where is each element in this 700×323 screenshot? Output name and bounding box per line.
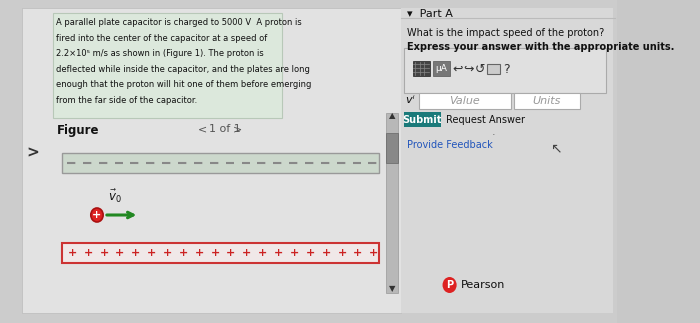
Text: +: +	[354, 248, 363, 258]
Text: ↺: ↺	[475, 62, 486, 76]
Text: +: +	[242, 248, 251, 258]
Text: +: +	[178, 248, 188, 258]
Text: +: +	[83, 248, 93, 258]
Text: $\vec{v}_0$: $\vec{v}_0$	[108, 188, 122, 205]
Text: +: +	[337, 248, 346, 258]
Bar	[514, 93, 580, 109]
Bar	[386, 133, 398, 163]
Bar	[404, 112, 441, 127]
Text: Figure: Figure	[57, 124, 100, 137]
Bar	[404, 48, 606, 93]
Text: +: +	[116, 248, 125, 258]
Text: Units: Units	[533, 96, 561, 106]
Text: +: +	[226, 248, 236, 258]
Text: +: +	[99, 248, 108, 258]
Text: +: +	[131, 248, 141, 258]
Text: Submit: Submit	[402, 114, 442, 124]
Text: 1 of 1: 1 of 1	[209, 124, 241, 134]
Text: +: +	[68, 248, 77, 258]
Text: ↩: ↩	[452, 62, 463, 76]
Text: ↖: ↖	[550, 141, 561, 155]
Text: +: +	[369, 248, 379, 258]
Text: 2.2×10⁵ m/s as shown in (Figure 1). The proton is: 2.2×10⁵ m/s as shown in (Figure 1). The …	[57, 49, 264, 58]
Text: +: +	[290, 248, 299, 258]
Text: >: >	[232, 124, 242, 134]
Text: P: P	[446, 280, 453, 290]
Text: from the far side of the capacitor.: from the far side of the capacitor.	[57, 96, 197, 105]
Text: A parallel plate capacitor is charged to 5000 V  A proton is: A parallel plate capacitor is charged to…	[57, 18, 302, 27]
Bar	[22, 8, 401, 313]
Text: What is the impact speed of the proton?: What is the impact speed of the proton?	[407, 28, 605, 38]
Text: Provide Feedback: Provide Feedback	[407, 140, 493, 150]
Text: +: +	[321, 248, 331, 258]
Circle shape	[442, 277, 456, 293]
Text: Value: Value	[449, 96, 480, 106]
Text: ↪: ↪	[463, 62, 474, 76]
Text: ▾  Part A: ▾ Part A	[407, 9, 453, 19]
Text: +: +	[211, 248, 220, 258]
Text: +: +	[274, 248, 284, 258]
Circle shape	[91, 208, 103, 222]
Text: ▼: ▼	[389, 285, 396, 294]
Bar	[433, 61, 451, 76]
Text: +: +	[258, 248, 267, 258]
Text: <: <	[198, 124, 208, 134]
Bar	[412, 61, 430, 76]
Text: +: +	[306, 248, 315, 258]
Bar	[53, 13, 282, 118]
Text: Express your answer with the appropriate units.: Express your answer with the appropriate…	[407, 42, 675, 52]
Text: enough that the proton will hit one of them before emerging: enough that the proton will hit one of t…	[57, 80, 312, 89]
Bar	[401, 8, 612, 313]
Bar	[386, 113, 398, 293]
Bar	[62, 243, 379, 263]
Text: μA: μA	[435, 64, 447, 73]
Bar	[487, 64, 500, 74]
Bar	[419, 93, 511, 109]
Text: ▲: ▲	[389, 111, 396, 120]
Text: ?: ?	[503, 62, 510, 76]
Text: +: +	[147, 248, 156, 258]
Text: >: >	[27, 145, 39, 161]
Text: +: +	[92, 210, 102, 220]
Text: .: .	[492, 127, 496, 137]
Text: +: +	[163, 248, 172, 258]
Text: Pearson: Pearson	[461, 280, 505, 290]
Bar	[62, 153, 379, 173]
Text: +: +	[195, 248, 204, 258]
Text: deflected while inside the capacitor, and the plates are long: deflected while inside the capacitor, an…	[57, 65, 310, 74]
Text: vⁱ =: vⁱ =	[405, 95, 427, 105]
Text: Request Answer: Request Answer	[446, 114, 525, 124]
Text: fired into the center of the capacitor at a speed of: fired into the center of the capacitor a…	[57, 34, 267, 43]
